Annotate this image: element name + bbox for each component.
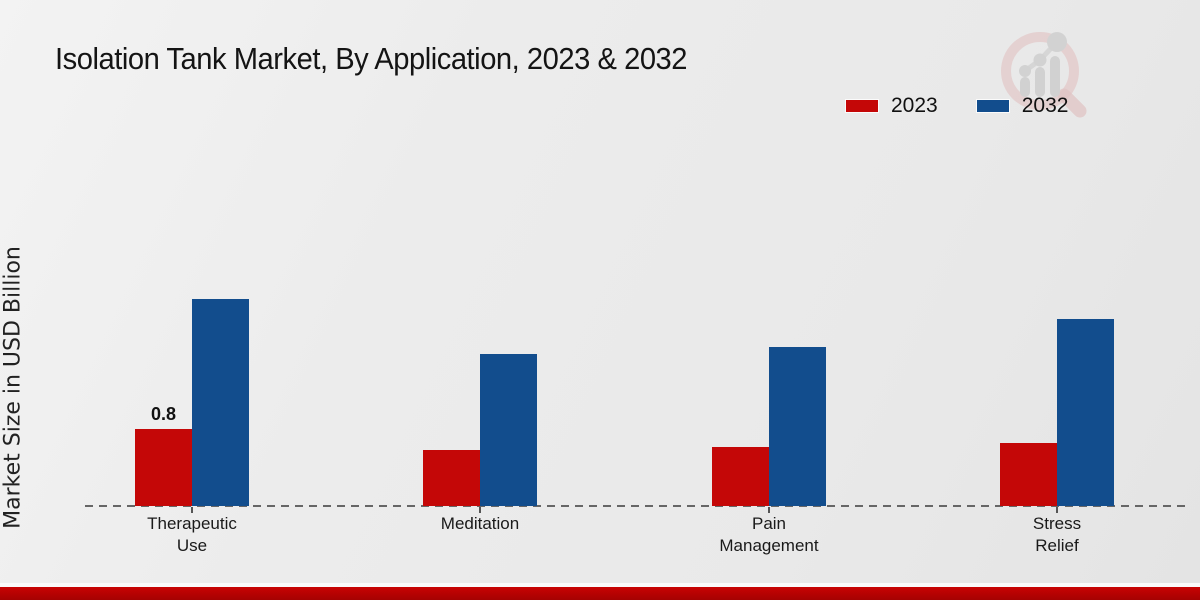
legend-swatch-2023 bbox=[845, 99, 879, 113]
legend-label-2023: 2023 bbox=[891, 94, 938, 117]
magnifier-bar-chart-icon bbox=[1001, 32, 1087, 118]
bar-2023-pain-management bbox=[712, 447, 769, 506]
legend-swatch-2032 bbox=[975, 99, 1010, 113]
bar-2032-meditation bbox=[480, 354, 537, 506]
x-axis-tick-therapeutic-use bbox=[191, 507, 193, 513]
category-label-pain-management: Pain Management bbox=[719, 514, 819, 555]
footer-accent-bar bbox=[0, 587, 1200, 600]
brand-logo-watermark bbox=[990, 25, 1095, 120]
x-axis-tick-pain-management bbox=[768, 507, 770, 513]
bar-2032-therapeutic-use bbox=[192, 299, 249, 506]
category-label-therapeutic-use: Therapeutic Use bbox=[147, 514, 237, 555]
bar-2032-stress-relief bbox=[1057, 319, 1114, 506]
chart-title: Isolation Tank Market, By Application, 2… bbox=[55, 41, 688, 76]
legend-item-2032: 2032 bbox=[975, 94, 1069, 118]
x-axis-tick-stress-relief bbox=[1056, 507, 1058, 513]
category-label-meditation: Meditation bbox=[440, 514, 520, 533]
bar-value-label: 0.8 bbox=[150, 404, 177, 424]
legend-item-2023: 2023 bbox=[845, 94, 938, 118]
bar-2023-therapeutic-use bbox=[135, 429, 192, 506]
x-axis-tick-meditation bbox=[479, 507, 481, 513]
category-label-stress-relief: Stress Relief bbox=[1032, 514, 1082, 555]
x-axis-baseline bbox=[85, 505, 1190, 507]
footer-divider bbox=[0, 583, 1200, 587]
legend-label-2032: 2032 bbox=[1021, 94, 1069, 117]
bar-2023-stress-relief bbox=[1000, 443, 1057, 506]
legend: 2023 2032 bbox=[845, 94, 1068, 118]
bar-2032-pain-management bbox=[769, 347, 826, 506]
bar-2023-meditation bbox=[423, 450, 480, 506]
